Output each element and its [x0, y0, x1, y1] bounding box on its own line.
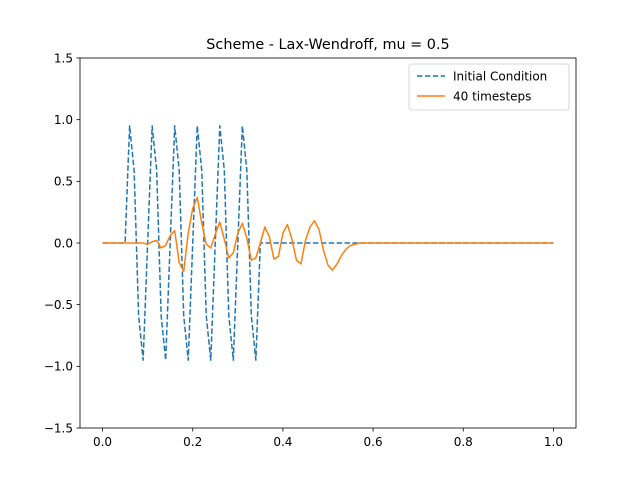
- chart-title: Scheme - Lax-Wendroff, mu = 0.5: [206, 37, 449, 53]
- legend-label: Initial Condition: [453, 69, 547, 83]
- legend: Initial Condition 40 timesteps: [408, 63, 570, 111]
- x-tick-label: 0.2: [183, 435, 202, 449]
- x-tick-label: 0.4: [273, 435, 292, 449]
- y-axis: −1.5 −1.0 −0.5 0.0 0.5 1.0 1.5: [44, 51, 80, 435]
- y-tick-label: −1.0: [44, 360, 73, 374]
- x-tick-label: 1.0: [544, 435, 563, 449]
- y-tick-label: 0.0: [54, 236, 73, 250]
- y-tick-label: −0.5: [44, 298, 73, 312]
- x-tick-label: 0.8: [454, 435, 473, 449]
- series-line-timesteps: [102, 196, 554, 273]
- y-tick-label: 1.5: [54, 51, 73, 65]
- x-axis: 0.0 0.2 0.4 0.6 0.8 1.0: [93, 428, 563, 449]
- legend-box: [408, 63, 570, 111]
- x-tick-label: 0.0: [93, 435, 112, 449]
- y-tick-label: 0.5: [54, 175, 73, 189]
- x-tick-label: 0.6: [364, 435, 383, 449]
- y-tick-label: −1.5: [44, 421, 73, 435]
- series-layer: [102, 125, 554, 361]
- y-tick-label: 1.0: [54, 113, 73, 127]
- series-line-initial-condition: [102, 125, 554, 361]
- legend-label: 40 timesteps: [453, 89, 531, 103]
